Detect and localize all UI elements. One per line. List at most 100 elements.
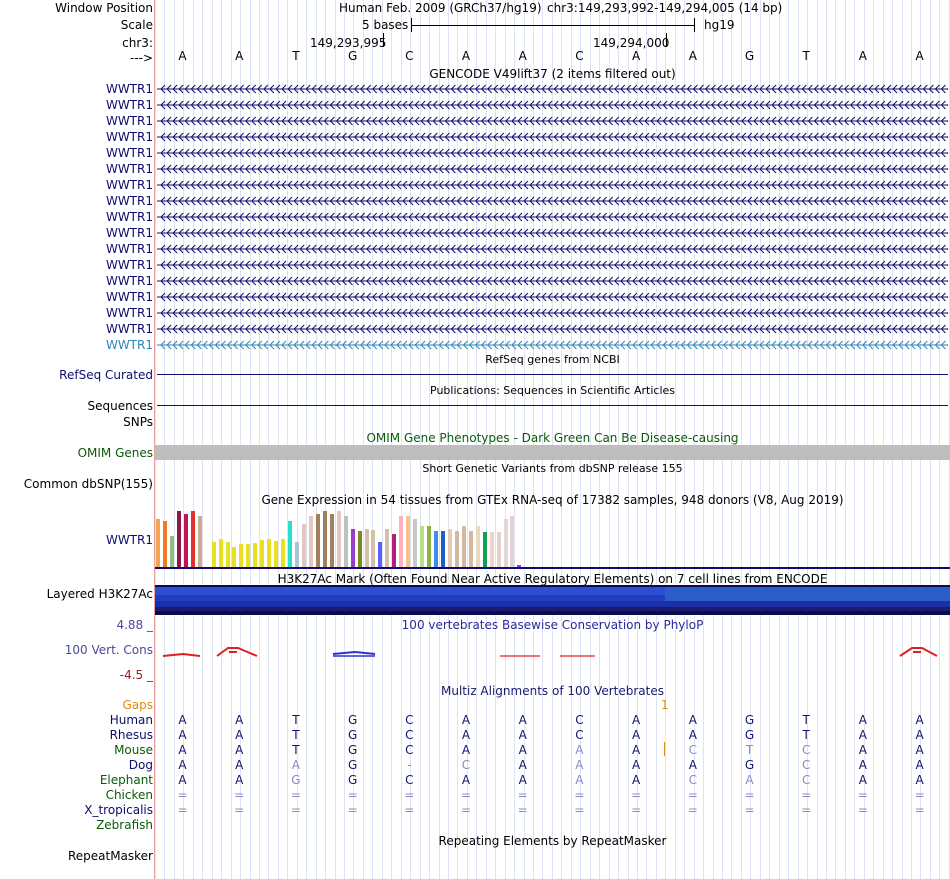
gtex-tissue-bar[interactable]	[274, 540, 279, 567]
gencode-transcript[interactable]	[157, 340, 948, 350]
gencode-transcript[interactable]	[157, 196, 948, 206]
gencode-gene-label[interactable]: WWTR1	[105, 178, 153, 192]
publications-title[interactable]: Publications: Sequences in Scientific Ar…	[430, 384, 675, 397]
gtex-tissue-bar[interactable]	[454, 531, 459, 567]
gencode-gene-label[interactable]: WWTR1	[105, 146, 153, 160]
refseq-title[interactable]: RefSeq genes from NCBI	[485, 353, 620, 366]
gtex-tissue-bar[interactable]	[399, 516, 404, 567]
gencode-transcript[interactable]	[157, 180, 948, 190]
gtex-tissue-bar[interactable]	[246, 544, 251, 567]
gencode-gene-label[interactable]: WWTR1	[105, 290, 153, 304]
gtex-tissue-bar[interactable]	[447, 528, 452, 567]
snps-label[interactable]: SNPs	[123, 415, 153, 429]
h3k27ac-title[interactable]: H3K27Ac Mark (Often Found Near Active Re…	[277, 572, 828, 586]
gencode-gene-label[interactable]: WWTR1	[105, 162, 153, 176]
species-label[interactable]: X_tropicalis	[84, 803, 153, 817]
species-label[interactable]: Dog	[128, 758, 153, 772]
species-label[interactable]: Rhesus	[109, 728, 153, 742]
gencode-gene-label[interactable]: WWTR1	[105, 306, 153, 320]
gencode-transcript[interactable]	[157, 212, 948, 222]
gtex-tissue-bar[interactable]	[378, 541, 383, 567]
gencode-transcript[interactable]	[157, 148, 948, 158]
gtex-tissue-bar[interactable]	[357, 531, 362, 567]
species-label[interactable]: Human	[109, 713, 153, 727]
species-label[interactable]: Chicken	[105, 788, 153, 802]
gtex-tissue-bar[interactable]	[413, 518, 418, 567]
gtex-tissue-bar[interactable]	[517, 565, 522, 567]
repeatmasker-label[interactable]: RepeatMasker	[67, 849, 153, 863]
gencode-gene-label[interactable]: WWTR1	[105, 114, 153, 128]
dbsnp-title[interactable]: Short Genetic Variants from dbSNP releas…	[422, 462, 683, 475]
multiz-title[interactable]: Multiz Alignments of 100 Vertebrates	[440, 684, 665, 698]
gtex-tissue-bar[interactable]	[315, 513, 320, 567]
gencode-gene-label[interactable]: WWTR1	[105, 98, 153, 112]
phylop-signal[interactable]	[155, 640, 950, 662]
gtex-tissue-bar[interactable]	[510, 516, 515, 567]
gtex-tissue-bar[interactable]	[482, 532, 487, 567]
gtex-tissue-bar[interactable]	[183, 513, 188, 567]
phylop-title[interactable]: 100 vertebrates Basewise Conservation by…	[401, 618, 704, 632]
gtex-tissue-bar[interactable]	[350, 528, 355, 567]
h3k27ac-layered-signal[interactable]	[155, 585, 950, 615]
gencode-title[interactable]: GENCODE V49lift37 (2 items filtered out)	[429, 67, 676, 81]
gtex-tissue-bar[interactable]	[336, 511, 341, 567]
species-label[interactable]: Elephant	[99, 773, 153, 787]
omim-gene-bar[interactable]	[155, 445, 950, 460]
h3k27ac-label[interactable]: Layered H3K27Ac	[46, 587, 153, 601]
omim-title[interactable]: OMIM Gene Phenotypes - Dark Green Can Be…	[366, 431, 739, 445]
gencode-transcript[interactable]	[157, 228, 948, 238]
gtex-bar-chart[interactable]	[155, 508, 535, 567]
gencode-transcript[interactable]	[157, 100, 948, 110]
species-label[interactable]: Mouse	[114, 743, 153, 757]
gencode-gene-label[interactable]: WWTR1	[105, 130, 153, 144]
gencode-gene-label[interactable]: WWTR1	[105, 274, 153, 288]
gtex-tissue-bar[interactable]	[176, 511, 181, 567]
phylop-label[interactable]: 100 Vert. Cons	[64, 643, 153, 657]
gencode-gene-label[interactable]: WWTR1	[105, 226, 153, 240]
gtex-tissue-bar[interactable]	[475, 526, 480, 567]
gencode-transcript[interactable]	[157, 292, 948, 302]
gtex-title[interactable]: Gene Expression in 54 tissues from GTEx …	[261, 493, 844, 507]
gencode-gene-label[interactable]: WWTR1	[105, 210, 153, 224]
repeatmasker-title[interactable]: Repeating Elements by RepeatMasker	[438, 834, 667, 848]
gtex-tissue-bar[interactable]	[253, 542, 258, 567]
omim-label[interactable]: OMIM Genes	[77, 446, 153, 460]
gtex-tissue-bar[interactable]	[267, 539, 272, 567]
gencode-gene-label[interactable]: WWTR1	[105, 82, 153, 96]
gtex-tissue-bar[interactable]	[343, 516, 348, 567]
gtex-tissue-bar[interactable]	[468, 531, 473, 567]
gencode-transcript[interactable]	[157, 244, 948, 254]
gencode-transcript[interactable]	[157, 132, 948, 142]
gtex-tissue-bar[interactable]	[503, 518, 508, 567]
species-label[interactable]: Zebrafish	[96, 818, 153, 832]
sequences-label[interactable]: Sequences	[87, 399, 153, 413]
gencode-gene-label[interactable]: WWTR1	[105, 258, 153, 272]
gencode-gene-label[interactable]: WWTR1	[105, 322, 153, 336]
gencode-gene-label[interactable]: WWTR1	[105, 194, 153, 208]
gtex-tissue-bar[interactable]	[489, 532, 494, 567]
gtex-tissue-bar[interactable]	[371, 529, 376, 567]
gencode-transcript[interactable]	[157, 276, 948, 286]
gtex-tissue-bar[interactable]	[329, 513, 334, 567]
gtex-tissue-bar[interactable]	[211, 541, 216, 567]
gencode-transcript[interactable]	[157, 260, 948, 270]
gtex-tissue-bar[interactable]	[434, 531, 438, 567]
gtex-tissue-bar[interactable]	[301, 523, 306, 567]
gtex-tissue-bar[interactable]	[406, 516, 411, 567]
gtex-tissue-bar[interactable]	[308, 516, 313, 567]
gencode-gene-label[interactable]: WWTR1	[105, 338, 153, 352]
refseq-label[interactable]: RefSeq Curated	[59, 368, 153, 382]
gencode-gene-label[interactable]: WWTR1	[105, 242, 153, 256]
gaps-label[interactable]: Gaps	[122, 698, 153, 712]
gtex-tissue-bar[interactable]	[239, 544, 244, 567]
gencode-transcript[interactable]	[157, 116, 948, 126]
gtex-tissue-bar[interactable]	[225, 541, 230, 567]
gtex-gene-label[interactable]: WWTR1	[105, 533, 153, 547]
gtex-tissue-bar[interactable]	[385, 528, 390, 567]
gtex-tissue-bar[interactable]	[197, 516, 202, 567]
gtex-tissue-bar[interactable]	[440, 531, 445, 567]
gencode-transcript[interactable]	[157, 324, 948, 334]
gencode-transcript[interactable]	[157, 308, 948, 318]
gencode-transcript[interactable]	[157, 84, 948, 94]
gtex-tissue-bar[interactable]	[169, 536, 174, 567]
